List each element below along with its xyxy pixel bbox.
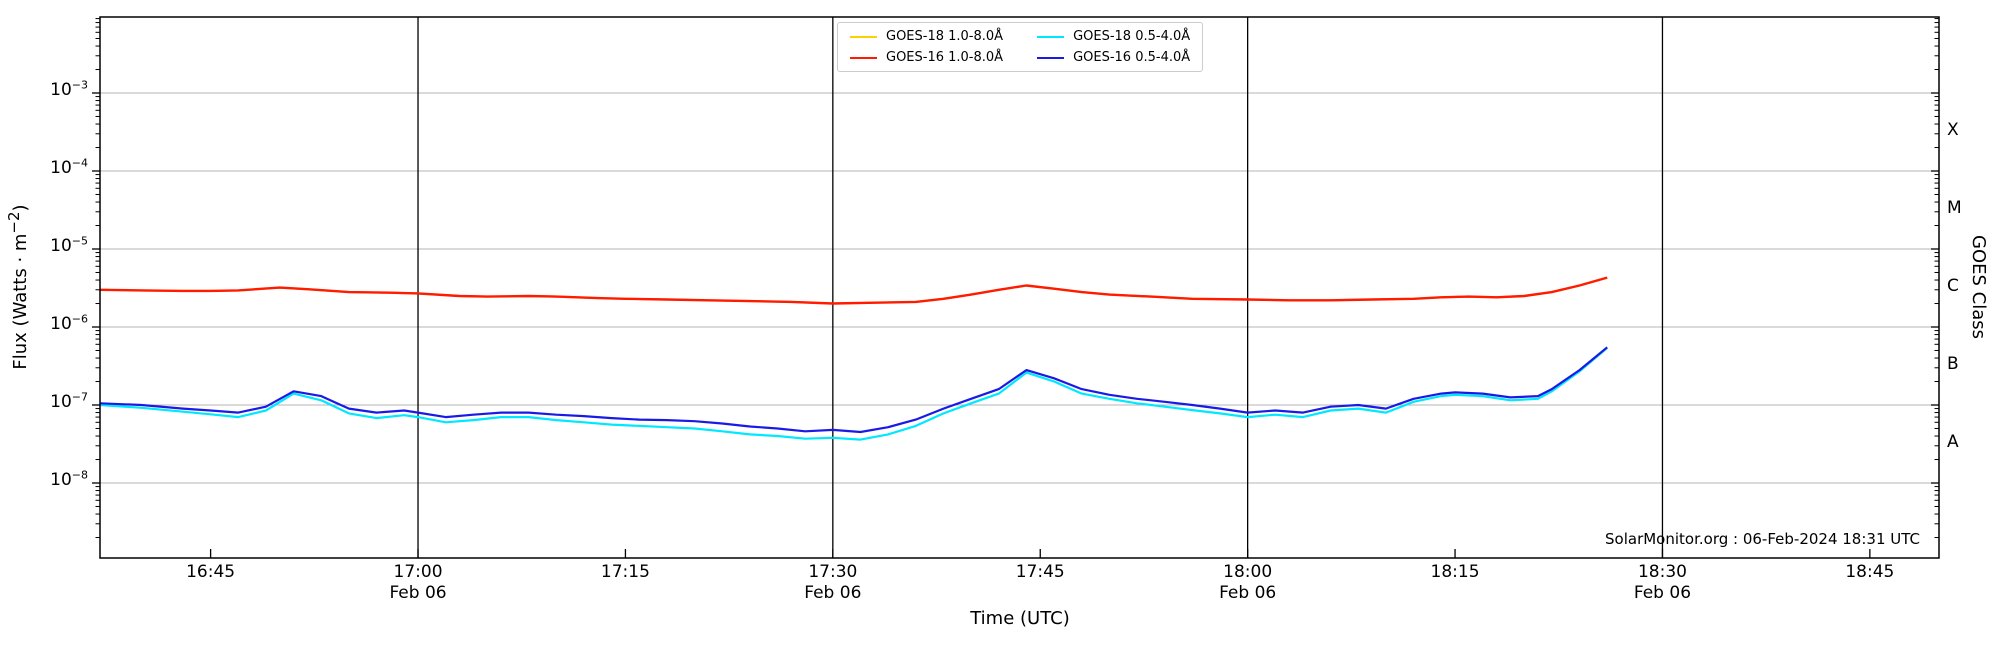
legend-line-swatch-icon [850,56,877,59]
x-tick-label: 17:00 Feb 06 [389,562,447,603]
goes-class-label-c: C [1947,276,1959,296]
legend: GOES-18 1.0-8.0Å GOES-16 1.0-8.0Å GOES-1… [837,22,1204,72]
legend-line-swatch-icon [1037,35,1065,38]
x-axis-title: Time (UTC) [970,608,1070,629]
legend-item-goes18-short: GOES-18 0.5-4.0Å [1037,29,1190,44]
solarmonitor-timestamp-annotation: SolarMonitor.org : 06-Feb-2024 18:31 UTC [1605,530,1920,548]
goes-class-label-m: M [1947,198,1962,218]
x-tick-label: 18:15 [1430,562,1480,582]
legend-item-label: GOES-16 0.5-4.0Å [1073,50,1191,65]
legend-item-label: GOES-18 1.0-8.0Å [886,29,1004,44]
x-tick-label: 17:45 [1015,562,1065,582]
y-tick-label: 10−5 [50,234,88,256]
goes-class-label-b: B [1947,354,1959,374]
x-tick-label: 17:15 [600,562,650,582]
legend-line-swatch-icon [1037,56,1065,59]
series-goes16-short [99,346,1608,434]
series-goes18-short [99,347,1608,441]
goes-class-label-x: X [1947,120,1959,140]
legend-item-goes16-short: GOES-16 0.5-4.0Å [1037,50,1190,65]
goes-class-label-a: A [1947,432,1959,452]
y-tick-label: 10−8 [50,468,88,490]
y-tick-label: 10−3 [50,78,88,100]
y-tick-label: 10−7 [50,390,88,412]
legend-item-goes18-long: GOES-18 1.0-8.0Å [850,29,1003,44]
x-tick-label: 17:30 Feb 06 [804,562,862,603]
y-axis-title-goes-class: GOES Class [1968,235,1989,339]
data-series-lines [99,276,1608,441]
horizontal-gridlines [100,92,1939,484]
y-axis-title-flux: Flux (Watts · m−2) [5,204,31,370]
x-tick-label: 16:45 [186,562,236,582]
x-tick-label: 18:30 Feb 06 [1633,562,1692,603]
legend-item-label: GOES-16 1.0-8.0Å [886,50,1004,65]
series-goes16-long [99,276,1608,305]
legend-line-swatch-icon [850,35,877,38]
legend-item-label: GOES-18 0.5-4.0Å [1073,29,1191,44]
y-tick-label: 10−6 [50,312,88,334]
legend-item-goes16-long: GOES-16 1.0-8.0Å [850,50,1003,65]
plot-border [99,16,1940,559]
y-tick-label: 10−4 [50,156,88,178]
vertical-gridlines [417,17,1664,558]
x-tick-label: 18:00 Feb 06 [1219,562,1277,603]
x-tick-label: 18:45 [1845,562,1895,582]
